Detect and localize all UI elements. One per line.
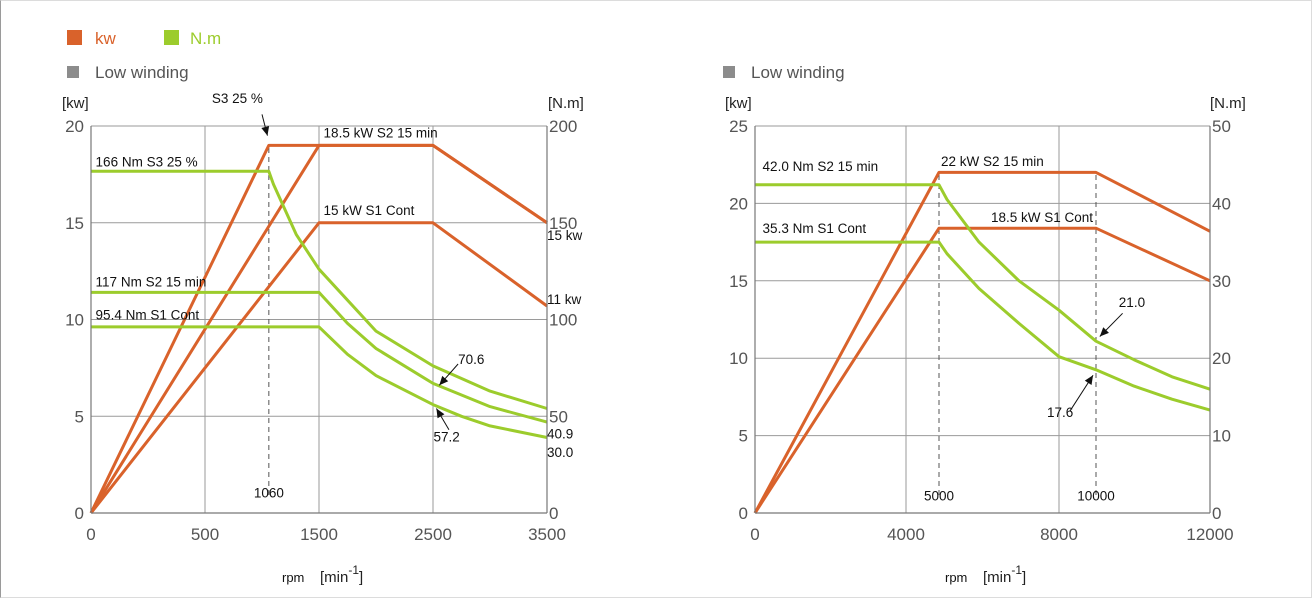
chart2-x-tick: 12000 — [1186, 525, 1233, 544]
chart2-arrowhead — [1099, 327, 1109, 337]
chart2-plot: 0 5 10 15 20 25 0 10 20 30 40 50 0 4000 8000 12000 42.0 … — [729, 117, 1234, 544]
chart2-torque-curve — [755, 240, 1211, 412]
chart2-y-left-tick: 5 — [739, 427, 748, 446]
chart1-y-right-tick: 200 — [549, 117, 577, 136]
chart2-annotation: 21.0 — [1119, 295, 1145, 310]
chart1-annotation: 15 kW S1 Cont — [324, 203, 415, 218]
chart2-y-right-tick: 10 — [1212, 427, 1231, 446]
chart2-power-curve — [753, 226, 1211, 514]
chart2-annotation: 42.0 Nm S2 15 min — [763, 159, 879, 174]
chart1-annotation: 15 kw — [547, 228, 583, 243]
chart1-y-left-tick: 15 — [65, 214, 84, 233]
chart1-torque-curve — [91, 169, 548, 410]
chart1-y-left-tick: 20 — [65, 117, 84, 136]
chart2-y-left-unit: [kw] — [725, 95, 752, 112]
chart2-x-tick: 4000 — [887, 525, 925, 544]
chart2-annotation: 17.6 — [1047, 405, 1073, 420]
chart1-x-unit: [min-1] — [320, 563, 363, 586]
chart1-title-marker — [67, 66, 79, 78]
chart1-y-right-unit: [N.m] — [548, 95, 584, 112]
chart1-annotation: 70.6 — [458, 352, 484, 367]
chart2-torque-curve — [755, 183, 1211, 391]
chart1-arrowhead — [439, 375, 449, 386]
chart1-annotation: 57.2 — [434, 429, 460, 444]
chart1-y-left-tick: 0 — [75, 504, 84, 523]
chart2-y-right-tick: 30 — [1212, 272, 1231, 291]
chart1-x-label: rpm — [282, 570, 304, 585]
chart2-annotation: 22 kW S2 15 min — [941, 154, 1044, 169]
chart2-y-right-unit: [N.m] — [1210, 95, 1246, 112]
chart1-annotation: 1060 — [254, 486, 284, 501]
chart2-y-left-tick: 25 — [729, 117, 748, 136]
legend-nm-swatch — [164, 30, 179, 45]
chart1-annotation: 11 kw — [547, 292, 582, 307]
chart1-torque-curve — [91, 290, 548, 424]
chart1-x-tick: 3500 — [528, 525, 566, 544]
chart2-y-right-tick: 20 — [1212, 349, 1231, 368]
chart2-annotation: 5000 — [924, 489, 954, 504]
chart2-y-right-tick: 40 — [1212, 194, 1231, 213]
chart1-arrowhead — [261, 125, 270, 136]
chart1-y-right-tick: 0 — [549, 504, 558, 523]
chart1-arrowhead — [436, 408, 445, 419]
chart2-x-unit: [min-1] — [983, 563, 1026, 586]
chart2-annotation: 18.5 kW S1 Cont — [991, 210, 1093, 225]
chart1-annotation: 166 Nm S3 25 % — [96, 155, 198, 170]
chart2-y-right-tick: 0 — [1212, 504, 1221, 523]
legend-kw-swatch — [67, 30, 82, 45]
chart1-power-curve — [89, 143, 548, 514]
chart1-x-tick: 1500 — [300, 525, 338, 544]
chart1-torque-curve — [91, 325, 548, 439]
chart1-x-tick: 2500 — [414, 525, 452, 544]
chart2-x-label: rpm — [945, 570, 967, 585]
chart1-y-left-tick: 5 — [75, 407, 84, 426]
chart2-power-curve — [753, 170, 1211, 514]
chart2-y-left-tick: 0 — [739, 504, 748, 523]
chart1-annotation: 117 Nm S2 15 min — [96, 275, 207, 290]
chart1-y-right-tick: 50 — [549, 407, 568, 426]
chart2-annotation: 10000 — [1077, 489, 1115, 504]
chart1-y-left-tick: 10 — [65, 311, 84, 330]
chart2-y-left-tick: 10 — [729, 349, 748, 368]
chart1-y-right-tick: 100 — [549, 311, 577, 330]
chart1-power-curve — [89, 221, 548, 514]
chart2-y-left-tick: 20 — [729, 194, 748, 213]
chart1-x-tick: 0 — [86, 525, 95, 544]
chart2-title: Low winding — [751, 63, 845, 82]
chart2-y-right-tick: 50 — [1212, 117, 1231, 136]
chart1-annotation: S3 25 % — [212, 91, 263, 106]
chart1-annotation: 30.0 — [547, 445, 573, 460]
chart2-arrowhead — [1084, 375, 1094, 385]
chart1-annotation: 95.4 Nm S1 Cont — [96, 308, 200, 323]
legend-nm-label: N.m — [190, 29, 221, 48]
chart2-annotation: 35.3 Nm S1 Cont — [763, 221, 867, 236]
chart1-y-left-unit: [kw] — [62, 95, 89, 112]
chart1-annotation: 40.9 — [547, 427, 573, 442]
chart2-title-marker — [723, 66, 735, 78]
chart1-title: Low winding — [95, 63, 189, 82]
chart1-annotation: 18.5 kW S2 15 min — [324, 126, 438, 141]
chart1-x-tick: 500 — [191, 525, 219, 544]
chart2-y-left-tick: 15 — [729, 272, 748, 291]
chart2-x-tick: 8000 — [1040, 525, 1078, 544]
chart2-x-tick: 0 — [750, 525, 759, 544]
legend-kw-label: kw — [95, 29, 117, 48]
chart1-y-right-tick: 150 — [549, 214, 577, 233]
